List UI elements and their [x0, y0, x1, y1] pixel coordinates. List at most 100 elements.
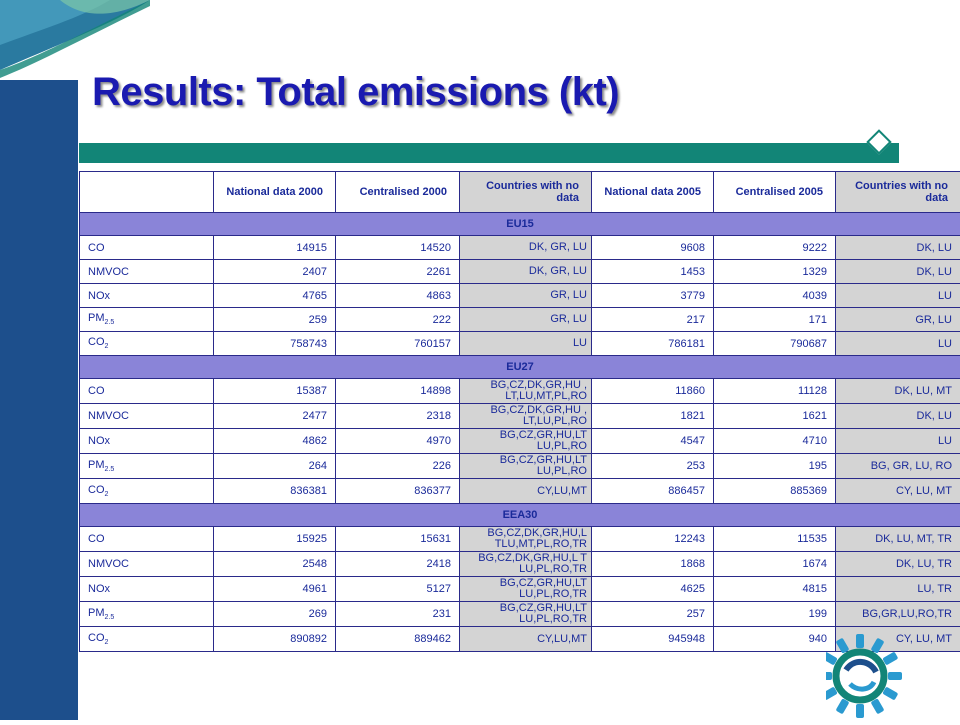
- group-label: EU15: [80, 213, 960, 236]
- col-header-national-2000: National data 2000: [214, 172, 336, 213]
- col-header-centralised-2000: Centralised 2000: [336, 172, 460, 213]
- no-data-2000-cell: DK, GR, LU: [460, 260, 592, 284]
- centralised-2000-cell: 836377: [336, 479, 460, 504]
- national-2005-cell: 1868: [592, 552, 714, 577]
- national-2005-cell: 11860: [592, 379, 714, 404]
- eea-logo-icon: [826, 632, 902, 720]
- no-data-2000-cell: CY,LU,MT: [460, 479, 592, 504]
- group-row-eu15: EU15: [80, 213, 960, 236]
- no-data-2005-cell: DK, LU: [836, 236, 960, 260]
- pollutant-cell: NOx: [80, 429, 214, 454]
- pollutant-subscript: 2.5: [105, 614, 115, 621]
- no-data-2005-cell: BG, GR, LU, RO: [836, 454, 960, 479]
- no-data-2000-cell: BG,CZ,GR,HU,LT LU,PL,RO,TR: [460, 602, 592, 627]
- national-2005-cell: 253: [592, 454, 714, 479]
- pollutant-cell: CO2: [80, 332, 214, 356]
- no-data-2005-cell: CY, LU, MT: [836, 479, 960, 504]
- national-2000-cell: 890892: [214, 627, 336, 652]
- no-data-2000-cell: BG,CZ,DK,GR,HU , LT,LU,PL,RO: [460, 404, 592, 429]
- left-sidebar-band: [0, 0, 78, 720]
- pollutant-name: CO: [88, 533, 105, 545]
- centralised-2005-cell: 4710: [714, 429, 836, 454]
- national-2000-cell: 269: [214, 602, 336, 627]
- no-data-2005-cell: LU, TR: [836, 577, 960, 602]
- centralised-2005-cell: 11128: [714, 379, 836, 404]
- no-data-2005-cell: DK, LU: [836, 404, 960, 429]
- pollutant-cell: NMVOC: [80, 260, 214, 284]
- national-2000-cell: 4862: [214, 429, 336, 454]
- pollutant-name: NMVOC: [88, 410, 129, 422]
- no-data-2000-cell: GR, LU: [460, 308, 592, 332]
- no-data-2000-cell: BG,CZ,DK,GR,HU,L T LU,PL,RO,TR: [460, 552, 592, 577]
- national-2000-cell: 2548: [214, 552, 336, 577]
- national-2005-cell: 886457: [592, 479, 714, 504]
- centralised-2005-cell: 9222: [714, 236, 836, 260]
- swirl-decoration: [0, 0, 150, 80]
- national-2005-cell: 9608: [592, 236, 714, 260]
- pollutant-subscript: 2: [105, 491, 109, 498]
- centralised-2005-cell: 4815: [714, 577, 836, 602]
- no-data-2000-cell: BG,CZ,GR,HU,LT LU,PL,RO: [460, 429, 592, 454]
- pollutant-cell: CO2: [80, 479, 214, 504]
- national-2005-cell: 945948: [592, 627, 714, 652]
- pollutant-cell: CO: [80, 527, 214, 552]
- centralised-2005-cell: 790687: [714, 332, 836, 356]
- pollutant-subscript: 2.5: [105, 466, 115, 473]
- group-row-eu27: EU27: [80, 356, 960, 379]
- no-data-2005-cell: LU: [836, 332, 960, 356]
- title-rule: [79, 143, 899, 163]
- table-header-row: National data 2000 Centralised 2000 Coun…: [80, 172, 960, 213]
- national-2005-cell: 12243: [592, 527, 714, 552]
- pollutant-cell: CO2: [80, 627, 214, 652]
- national-2000-cell: 259: [214, 308, 336, 332]
- pollutant-subscript: 2.5: [105, 320, 115, 327]
- centralised-2005-cell: 885369: [714, 479, 836, 504]
- no-data-2005-cell: GR, LU: [836, 308, 960, 332]
- pollutant-cell: CO: [80, 379, 214, 404]
- pollutant-name: NOx: [88, 435, 110, 447]
- centralised-2000-cell: 760157: [336, 332, 460, 356]
- no-data-2000-cell: BG,CZ,DK,GR,HU , LT,LU,MT,PL,RO: [460, 379, 592, 404]
- national-2005-cell: 1821: [592, 404, 714, 429]
- no-data-2005-cell: LU: [836, 284, 960, 308]
- no-data-2005-cell: DK, LU, TR: [836, 552, 960, 577]
- national-2005-cell: 1453: [592, 260, 714, 284]
- centralised-2000-cell: 4863: [336, 284, 460, 308]
- pollutant-name: NOx: [88, 290, 110, 302]
- national-2000-cell: 2477: [214, 404, 336, 429]
- no-data-2005-cell: BG,GR,LU,RO,TR: [836, 602, 960, 627]
- national-2000-cell: 2407: [214, 260, 336, 284]
- pollutant-name: CO: [88, 484, 105, 496]
- centralised-2005-cell: 171: [714, 308, 836, 332]
- centralised-2000-cell: 14898: [336, 379, 460, 404]
- col-header-blank: [80, 172, 214, 213]
- pollutant-name: PM: [88, 459, 105, 471]
- no-data-2000-cell: LU: [460, 332, 592, 356]
- national-2000-cell: 836381: [214, 479, 336, 504]
- pollutant-name: PM: [88, 312, 105, 324]
- pollutant-cell: CO: [80, 236, 214, 260]
- centralised-2000-cell: 222: [336, 308, 460, 332]
- pollutant-name: PM: [88, 607, 105, 619]
- centralised-2005-cell: 11535: [714, 527, 836, 552]
- pollutant-cell: NOx: [80, 284, 214, 308]
- centralised-2005-cell: 195: [714, 454, 836, 479]
- centralised-2005-cell: 1621: [714, 404, 836, 429]
- page-title: Results: Total emissions (kt): [92, 70, 619, 115]
- pollutant-cell: NOx: [80, 577, 214, 602]
- centralised-2000-cell: 2318: [336, 404, 460, 429]
- national-2000-cell: 264: [214, 454, 336, 479]
- group-label: EU27: [80, 356, 960, 379]
- national-2000-cell: 15387: [214, 379, 336, 404]
- centralised-2000-cell: 889462: [336, 627, 460, 652]
- pollutant-subscript: 2: [105, 639, 109, 646]
- no-data-2005-cell: DK, LU: [836, 260, 960, 284]
- pollutant-cell: PM2.5: [80, 602, 214, 627]
